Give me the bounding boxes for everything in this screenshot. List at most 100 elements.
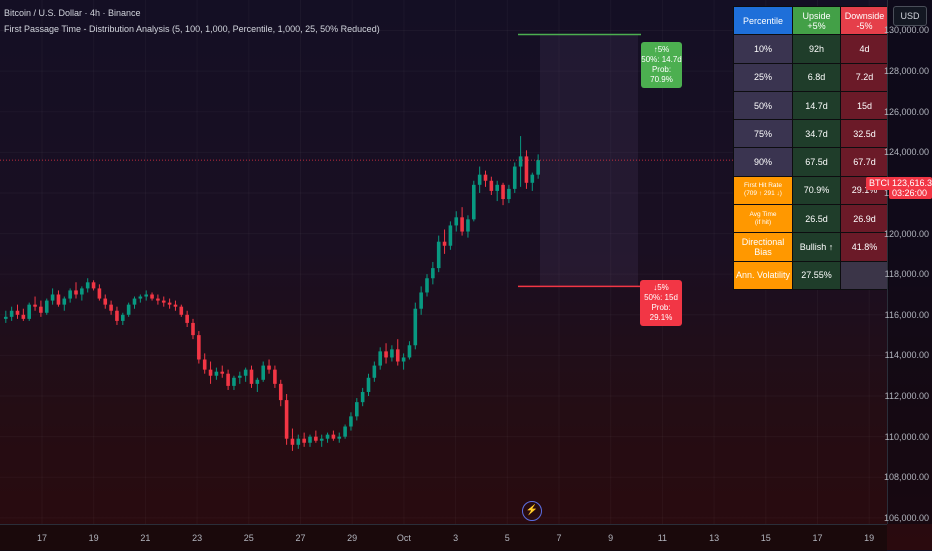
candle-down bbox=[39, 306, 43, 313]
time-label: 19 bbox=[864, 533, 875, 543]
candle-up bbox=[44, 300, 49, 313]
candle-down bbox=[173, 304, 178, 307]
upside-cell: Bullish ↑ bbox=[792, 232, 841, 262]
row-label: First Hit Rate (709 ↑ 291 ↓) bbox=[733, 175, 793, 206]
candle-up bbox=[349, 416, 353, 427]
chart-pane[interactable]: Bitcoin / U.S. Dollar · 4h · Binance Fir… bbox=[0, 0, 889, 524]
downside-cell: 7.2d bbox=[840, 62, 889, 92]
header-downside: Downside -5% bbox=[840, 5, 889, 36]
candle-up bbox=[296, 438, 301, 445]
upside-cell: 34.7d bbox=[792, 119, 841, 149]
candle-down bbox=[21, 314, 26, 319]
table-row: 50% 14.7d 15d bbox=[733, 90, 889, 121]
candle-down bbox=[103, 298, 108, 305]
downside-cell: 26.9d bbox=[840, 204, 889, 234]
price-axis[interactable]: USD 130,000.00 128,000.00 126,000.00 124,00… bbox=[866, 0, 932, 524]
upside-cell: 14.7d bbox=[792, 90, 841, 121]
time-label: 7 bbox=[556, 533, 562, 543]
candle-down bbox=[56, 294, 61, 305]
candle-up bbox=[466, 219, 470, 232]
candle-up bbox=[138, 296, 143, 299]
candle-up bbox=[80, 288, 84, 295]
upside-cell: 26.5d bbox=[792, 204, 841, 234]
candle-up bbox=[360, 391, 365, 403]
price-label: 106,000.00 bbox=[883, 512, 929, 523]
candle-down bbox=[395, 349, 400, 362]
upside-cell: 6.8d bbox=[792, 62, 841, 92]
candle-down bbox=[314, 436, 318, 441]
downside-callout-median: 50%: 15d bbox=[644, 293, 678, 302]
table-row: First Hit Rate (709 ↑ 291 ↓) 70.9% 29.1% bbox=[733, 175, 889, 206]
candle-up bbox=[27, 304, 31, 319]
candle-down bbox=[249, 369, 254, 384]
candle-up bbox=[431, 268, 435, 279]
downside-cell: 41.8% bbox=[840, 232, 889, 262]
candle-up bbox=[126, 304, 131, 315]
currency-button[interactable]: USD bbox=[893, 6, 927, 26]
candle-up bbox=[530, 174, 535, 183]
candle-up bbox=[337, 436, 342, 439]
candlestick-chart[interactable] bbox=[0, 0, 887, 524]
row-label: 25% bbox=[733, 62, 793, 92]
indicator-title[interactable]: First Passage Time - Distribution Analys… bbox=[4, 24, 380, 34]
upside-cell: 70.9% bbox=[792, 175, 841, 206]
time-label: 27 bbox=[295, 533, 306, 543]
candle-down bbox=[220, 371, 225, 374]
candle-up bbox=[507, 188, 511, 200]
candle-up bbox=[472, 184, 476, 220]
candle-down bbox=[290, 438, 295, 445]
table-row: Directional Bias Bullish ↑ 41.8% bbox=[733, 232, 889, 262]
price-label: 108,000.00 bbox=[883, 472, 929, 483]
time-label: Oct bbox=[396, 533, 411, 543]
candle-down bbox=[15, 310, 20, 315]
time-label: 25 bbox=[243, 533, 254, 543]
candle-down bbox=[109, 304, 113, 311]
candle-down bbox=[501, 184, 505, 200]
candle-down bbox=[115, 310, 119, 321]
candle-down bbox=[191, 322, 195, 336]
row-label: 10% bbox=[733, 34, 793, 64]
candle-down bbox=[202, 359, 207, 370]
price-label: 130,000.00 bbox=[883, 25, 929, 36]
upside-callout-median: 50%: 14.7d bbox=[641, 55, 682, 64]
candle-down bbox=[442, 241, 447, 246]
symbol-title[interactable]: Bitcoin / U.S. Dollar · 4h · Binance bbox=[4, 8, 141, 18]
time-label: 23 bbox=[192, 533, 203, 543]
candle-up bbox=[448, 225, 453, 246]
price-label: 126,000.00 bbox=[883, 106, 929, 117]
time-label: 13 bbox=[709, 533, 720, 543]
price-label: 124,000.00 bbox=[883, 147, 929, 158]
candle-up bbox=[436, 241, 441, 269]
candle-up bbox=[366, 377, 371, 392]
upside-callout-prob: Prob: 70.9% bbox=[650, 65, 673, 84]
candle-down bbox=[74, 290, 78, 295]
row-label: Ann. Volatility bbox=[733, 260, 793, 291]
candle-down bbox=[156, 298, 160, 301]
candle-up bbox=[419, 292, 423, 309]
candle-up bbox=[343, 426, 347, 437]
candle-up bbox=[68, 290, 72, 299]
candle-up bbox=[518, 156, 523, 167]
lightning-icon[interactable]: ⚡ bbox=[522, 501, 542, 521]
upside-cell: 92h bbox=[792, 34, 841, 64]
time-axis[interactable]: 17 19 21 23 25 27 29 Oct 3 5 7 9 11 13 15 17 19 bbox=[0, 524, 887, 551]
candle-down bbox=[91, 282, 96, 289]
candle-down bbox=[524, 156, 529, 183]
candle-up bbox=[477, 174, 482, 185]
time-label: 17 bbox=[36, 533, 48, 543]
candle-down bbox=[284, 400, 289, 439]
candle-down bbox=[483, 174, 488, 181]
time-label: 29 bbox=[347, 533, 358, 543]
time-label: 21 bbox=[140, 533, 151, 543]
fpt-stats-table: Percentile Upside +5% Downside -5% 10% 92h 4d… bbox=[733, 5, 889, 291]
candle-down bbox=[197, 335, 201, 360]
downside-cell: 67.7d bbox=[840, 147, 889, 177]
candle-up bbox=[325, 434, 330, 439]
header-upside: Upside +5% bbox=[792, 5, 841, 36]
current-price-value: 123,616.34 bbox=[892, 178, 932, 188]
candle-up bbox=[390, 349, 394, 358]
candle-up bbox=[214, 371, 219, 376]
downside-cell: 32.5d bbox=[840, 119, 889, 149]
bar-countdown: 03:26:00 bbox=[892, 188, 928, 198]
price-label: 118,000.00 bbox=[884, 269, 929, 280]
